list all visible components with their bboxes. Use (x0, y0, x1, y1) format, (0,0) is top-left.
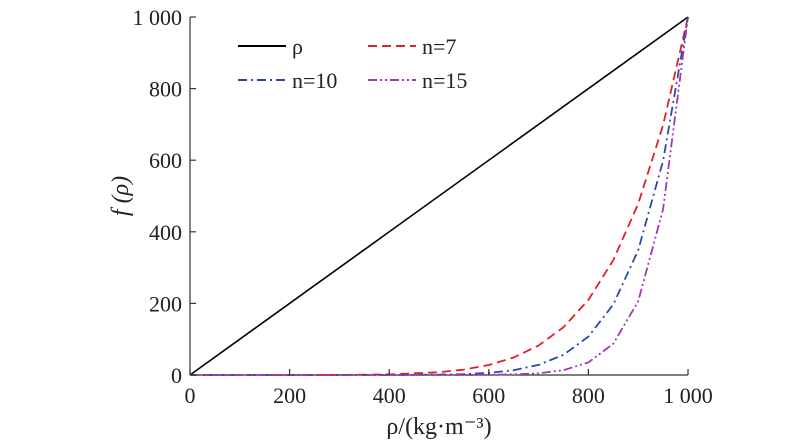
series-line-4 (190, 16, 689, 376)
legend-label: ρ (292, 34, 303, 59)
x-tick-label: 800 (572, 383, 605, 408)
legend-label: n=15 (422, 68, 467, 93)
x-axis-title: ρ/(kg·m⁻³) (386, 414, 491, 440)
x-tick-label: 400 (373, 383, 406, 408)
series-layer (189, 16, 689, 376)
y-tick-label: 0 (171, 363, 182, 388)
ticks-layer: 0 200 400 600 800 1 000 0 200 400 600 800 1 000 (133, 5, 713, 408)
series-line-2 (190, 16, 689, 376)
legend-label: n=10 (292, 68, 337, 93)
x-tick-label: 600 (472, 383, 505, 408)
y-tick-label: 200 (149, 291, 182, 316)
legend-label: n=7 (422, 34, 456, 59)
y-axis-title: f (ρ) (108, 176, 134, 216)
y-tick-label: 1 000 (133, 5, 183, 30)
x-tick-label: 1 000 (663, 383, 713, 408)
x-tick-label: 0 (185, 383, 196, 408)
legend: ρ n=7 n=10 n=15 (238, 34, 467, 93)
y-tick-label: 800 (149, 77, 182, 102)
y-tick-label: 400 (149, 220, 182, 245)
x-tick-label: 200 (273, 383, 306, 408)
series-line-3 (190, 16, 689, 376)
y-tick-label: 600 (149, 148, 182, 173)
series-line-1 (189, 16, 689, 376)
